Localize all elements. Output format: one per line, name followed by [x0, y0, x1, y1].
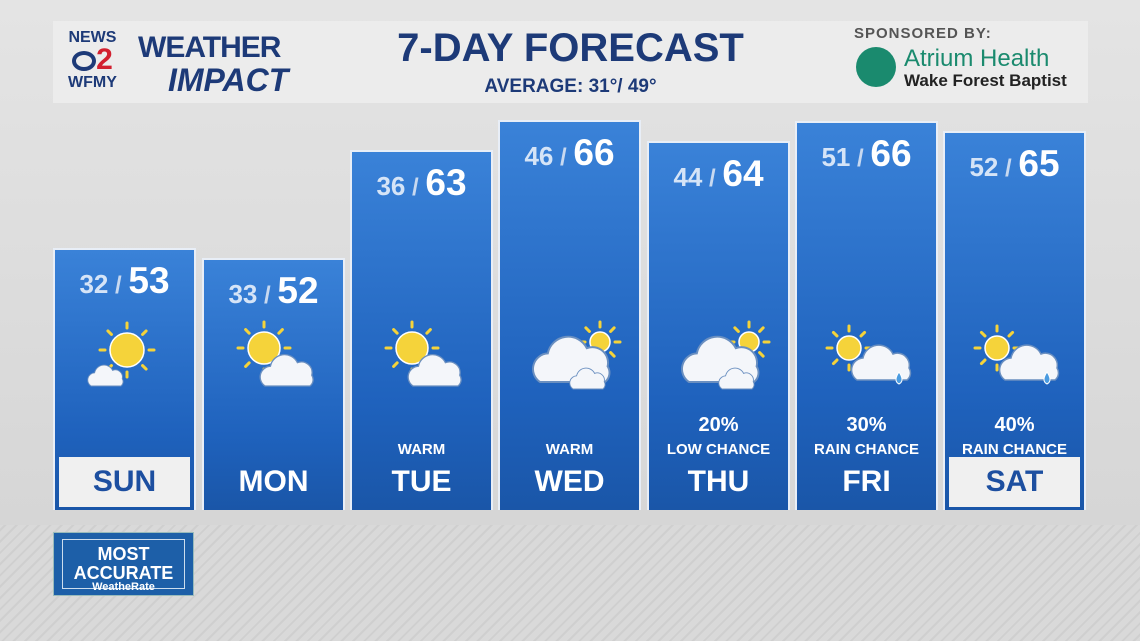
sun-cloud-icon — [236, 320, 314, 387]
temps: 36 / 63 — [352, 162, 491, 204]
slash: / — [257, 282, 278, 309]
sponsor-sub: Wake Forest Baptist — [904, 71, 1067, 90]
header-bar: NEWS 2 WFMY WEATHER IMPACT 7-DAY FORECAS… — [53, 21, 1088, 103]
station-logo: NEWS 2 WFMY — [68, 29, 117, 91]
day-label: SUN — [59, 457, 190, 507]
forecast-day-tue: 36 / 63 WARM TUE — [350, 150, 493, 510]
condition-label: WARM — [397, 441, 446, 458]
badge-line2: ACCURATE — [73, 563, 174, 583]
badge-line1: MOST — [97, 544, 150, 564]
logo-bottom: WFMY — [68, 74, 117, 91]
day-label: THU — [687, 465, 750, 498]
slash: / — [108, 272, 129, 299]
high-temp: 52 — [277, 270, 319, 311]
badge-line3: WeatheRate — [92, 581, 155, 593]
slash: / — [702, 165, 723, 192]
low-temp: 44 — [673, 162, 703, 192]
sun-cloud-rain-icon — [825, 324, 912, 385]
day-label: MON — [238, 465, 309, 498]
slash: / — [553, 144, 574, 171]
high-temp: 66 — [573, 132, 615, 173]
low-temp: 32 — [79, 269, 109, 299]
brand-line1: WEATHER — [138, 31, 281, 64]
low-temp: 46 — [524, 141, 554, 171]
page-title: 7-DAY FORECAST — [397, 26, 744, 70]
forecast-day-thu: 44 / 64 20% LOW CHANCE THU — [647, 141, 790, 510]
sponsor-name: Atrium Health — [904, 45, 1050, 72]
high-temp: 65 — [1018, 143, 1060, 184]
average-temps: AVERAGE: 31°/ 49° — [484, 76, 657, 97]
precip-chance: 40% — [994, 414, 1035, 436]
high-temp: 63 — [425, 162, 467, 203]
condition-label: LOW CHANCE — [666, 441, 771, 458]
atrium-leaf-icon — [856, 47, 896, 87]
sun-cloud-rain-icon — [973, 324, 1060, 385]
temps: 44 / 64 — [649, 153, 788, 195]
day-label: SAT — [949, 457, 1080, 507]
cbs-eye-icon — [72, 51, 97, 72]
temps: 52 / 65 — [945, 143, 1084, 185]
high-temp: 64 — [722, 153, 764, 194]
precip-chance: 20% — [698, 414, 739, 436]
low-temp: 36 — [376, 171, 406, 201]
forecast-day-mon: 33 / 52 MON — [202, 258, 345, 510]
cloud-sun-icon — [681, 320, 771, 390]
low-temp: 51 — [821, 142, 851, 172]
logo-num: 2 — [96, 43, 113, 76]
low-temp: 52 — [969, 152, 999, 182]
low-temp: 33 — [228, 279, 258, 309]
slash: / — [850, 145, 871, 172]
temps: 46 / 66 — [500, 132, 639, 174]
most-accurate-badge: MOST ACCURATE WeatheRate — [53, 532, 194, 596]
weather-impact-logo: WEATHER IMPACT — [138, 31, 289, 98]
sponsor: SPONSORED BY: Atrium Health Wake Forest … — [854, 25, 1082, 90]
condition-label: RAIN CHANCE — [962, 441, 1067, 458]
cloud-sun-icon — [532, 320, 622, 390]
condition-label: RAIN CHANCE — [814, 441, 919, 458]
slash: / — [405, 174, 426, 201]
day-label: TUE — [391, 465, 452, 498]
forecast-day-sat: 52 / 65 40% RAIN CHANCE SAT — [943, 131, 1086, 510]
sun-cloud-icon — [384, 320, 462, 387]
slash: / — [998, 155, 1019, 182]
temps: 33 / 52 — [204, 270, 343, 312]
temps: 51 / 66 — [797, 133, 936, 175]
forecast-day-wed: 46 / 66 WARM WED — [498, 120, 641, 510]
temps: 32 / 53 — [55, 260, 194, 302]
condition-label: WARM — [545, 441, 594, 458]
forecast-day-fri: 51 / 66 30% RAIN CHANCE FRI — [795, 121, 938, 510]
precip-chance: 30% — [846, 414, 887, 436]
day-label: WED — [534, 465, 605, 498]
high-temp: 53 — [128, 260, 170, 301]
day-label: FRI — [842, 465, 891, 498]
sun-small-cloud-icon — [87, 321, 156, 387]
brand-line2: IMPACT — [168, 62, 289, 98]
high-temp: 66 — [870, 133, 912, 174]
forecast-day-sun: 32 / 53 SUN — [53, 248, 196, 510]
sponsor-label: SPONSORED BY: — [854, 25, 992, 42]
logo-top: NEWS — [68, 29, 117, 46]
